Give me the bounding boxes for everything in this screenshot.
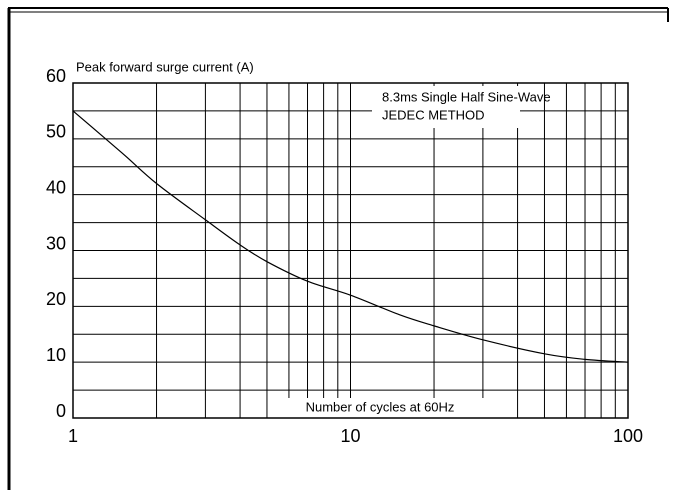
y-tick-label: 60 [46, 66, 66, 86]
y-tick-label: 40 [46, 177, 66, 197]
y-tick-label: 0 [56, 401, 66, 421]
x-label-box [272, 398, 488, 418]
y-tick-label: 30 [46, 233, 66, 253]
x-tick-label: 10 [340, 426, 360, 446]
x-tick-label: 100 [613, 426, 643, 446]
x-tick-label: 1 [68, 426, 78, 446]
data-line [72, 110, 629, 363]
x-axis-label: Number of cycles at 60Hz [306, 399, 455, 414]
grid [72, 82, 629, 419]
y-tick-label: 50 [46, 122, 66, 142]
annotation-box [372, 86, 520, 128]
y-axis-label: Peak forward surge current (A) [76, 59, 254, 74]
annotation: JEDEC METHOD [382, 107, 485, 122]
annotation: 8.3ms Single Half Sine-Wave [382, 89, 551, 104]
y-tick-label: 20 [46, 289, 66, 309]
y-tick-label: 10 [46, 345, 66, 365]
plot-border [72, 82, 629, 419]
